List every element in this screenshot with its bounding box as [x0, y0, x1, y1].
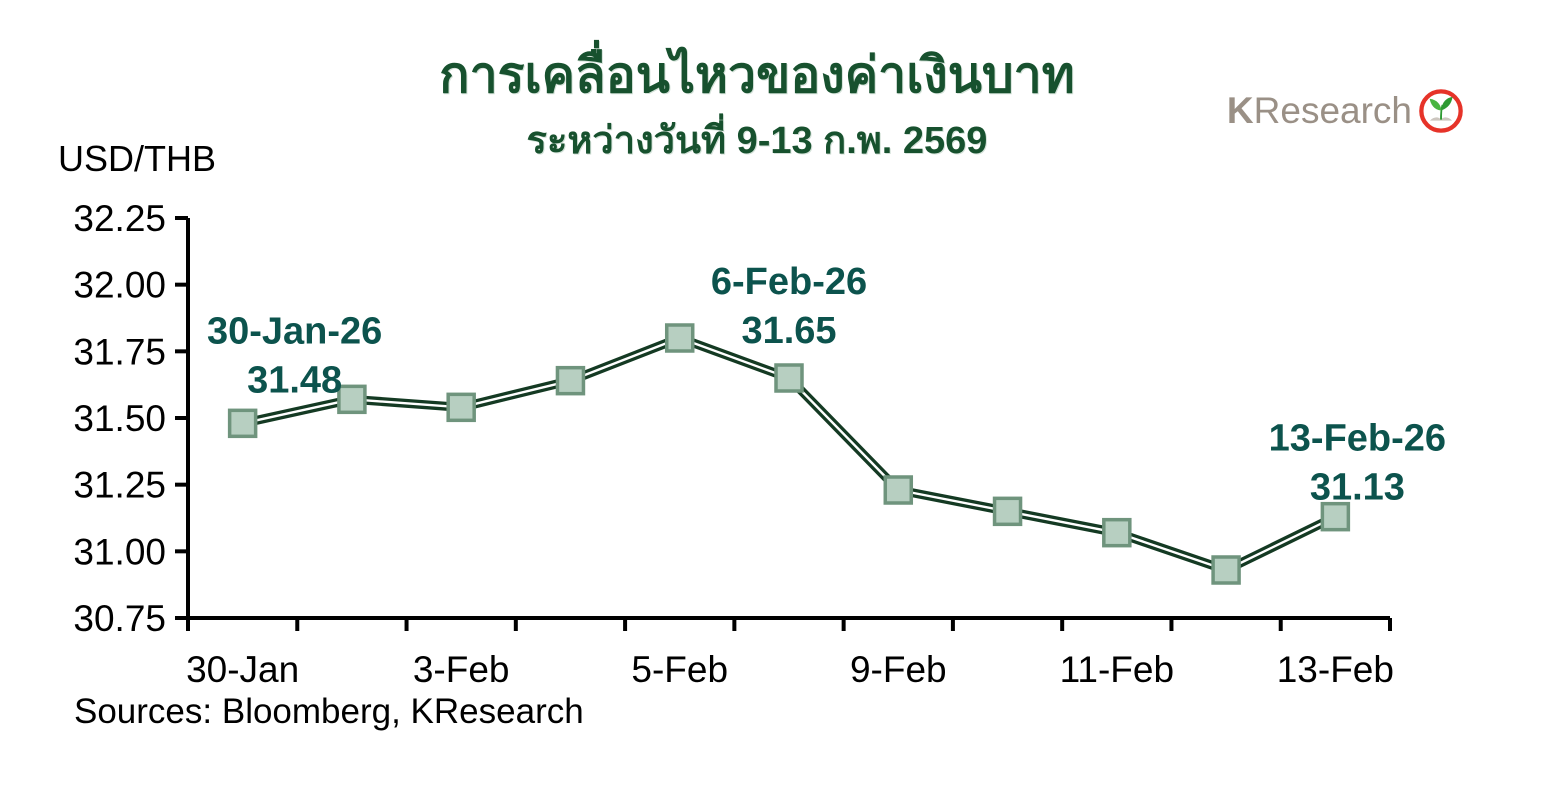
x-axis-tick-label: 9-Feb	[850, 649, 947, 690]
annotation-value: 31.13	[1310, 467, 1405, 509]
y-axis-tick-label: 31.50	[73, 398, 166, 439]
y-axis-tick-label: 32.25	[73, 198, 166, 239]
annotation-date: 13-Feb-26	[1269, 418, 1446, 460]
data-point-marker	[1102, 517, 1132, 548]
data-point-marker	[555, 365, 586, 396]
x-axis-tick-label: 5-Feb	[631, 649, 728, 690]
y-axis-unit-label: USD/THB	[58, 138, 217, 179]
kresearch-logo-text: KResearch	[1227, 90, 1412, 132]
data-point-marker	[446, 392, 476, 423]
kasikorn-sprout-icon	[1418, 88, 1464, 134]
kresearch-logo: KResearch	[1227, 88, 1464, 134]
y-axis-tick-label: 32.00	[73, 265, 166, 306]
y-axis-tick-label: 30.75	[73, 598, 166, 639]
kresearch-logo-research: Research	[1253, 90, 1412, 131]
data-point-marker	[337, 384, 367, 415]
data-point-marker	[227, 408, 258, 439]
x-axis-tick-label: 3-Feb	[413, 649, 510, 690]
annotation-date: 6-Feb-26	[711, 261, 867, 303]
data-point-marker	[1320, 501, 1351, 532]
data-point-marker	[1211, 555, 1241, 585]
data-point-marker	[883, 475, 914, 505]
x-axis-tick-label: 11-Feb	[1060, 649, 1175, 690]
data-point-marker	[664, 323, 695, 353]
x-axis-tick-label: 30-Jan	[186, 649, 299, 690]
y-axis-tick-label: 31.00	[73, 531, 166, 572]
x-axis-tick-label: 13-Feb	[1277, 649, 1394, 690]
y-axis-tick-label: 31.25	[73, 465, 166, 506]
source-note: Sources: Bloomberg, KResearch	[74, 692, 584, 731]
kresearch-logo-k: K	[1226, 90, 1254, 131]
annotation-value: 31.65	[741, 310, 836, 352]
data-point-marker	[992, 496, 1023, 527]
data-point-marker	[774, 363, 804, 393]
annotation-value: 31.48	[247, 359, 342, 401]
annotation-date: 30-Jan-26	[207, 310, 382, 352]
y-axis-tick-label: 31.75	[73, 331, 166, 372]
